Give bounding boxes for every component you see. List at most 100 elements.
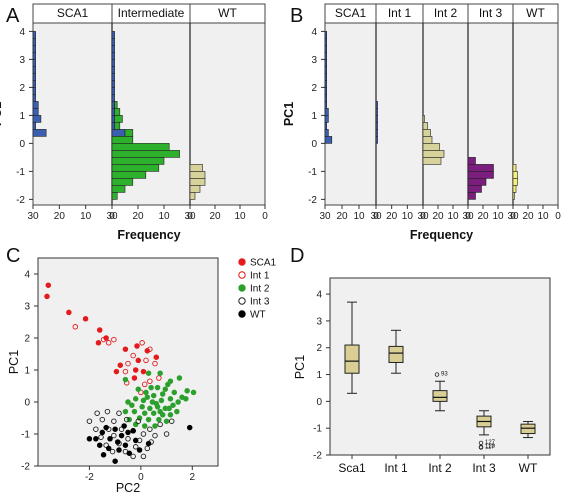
histogram-bar: [124, 129, 134, 137]
y-tick-label: -2: [308, 195, 317, 206]
histogram-bar: [111, 80, 115, 88]
x-tick-label: 20: [522, 211, 534, 222]
outlier-label: 120: [485, 444, 496, 450]
x-tick-label: 30: [417, 211, 429, 222]
scatter-point-int-2: [170, 402, 176, 408]
column-header-int-1: Int 1: [388, 6, 412, 20]
histogram-bar: [189, 171, 206, 179]
histogram-bar: [111, 122, 115, 130]
scatter-point-int-2: [167, 396, 174, 402]
histogram-bar: [512, 178, 518, 186]
histogram-bar: [32, 80, 36, 88]
histogram-bar: [375, 101, 378, 109]
legend-marker-int-2: [238, 284, 246, 292]
y-tick-label: -2: [21, 462, 30, 473]
y-tick-label: 0: [311, 139, 317, 150]
y-tick-label: -2: [16, 195, 25, 206]
x-tick-label: 0: [138, 472, 144, 483]
legend-marker-int-1: [238, 271, 246, 279]
histogram-bar: [324, 129, 329, 137]
scatter-point-wt: [114, 439, 121, 445]
histogram-bar: [114, 101, 118, 109]
histogram-bar: [189, 185, 201, 193]
y-tick-label: 4: [316, 290, 322, 301]
scatter-point-sca1: [82, 316, 89, 322]
histogram-bar: [512, 192, 515, 200]
outlier-point: [478, 445, 484, 450]
histogram-panel-a-frame: [32, 22, 266, 206]
scatter-point-int-3: [168, 418, 175, 424]
x-tick-label: 30: [319, 211, 331, 222]
y-tick-label: 4: [311, 27, 317, 38]
outlier-point: [434, 372, 440, 377]
legend-label: Int 1: [250, 271, 270, 282]
histogram-bar: [111, 143, 170, 151]
scatter-point-int-3: [111, 418, 117, 424]
scatter-point-wt: [86, 436, 93, 442]
histogram-bar: [111, 59, 115, 67]
x-tick-label: 30: [370, 211, 382, 222]
x-axis-label: Frequency: [410, 228, 473, 242]
histogram-bar: [422, 122, 428, 130]
histogram-bar: [467, 192, 476, 200]
scatter-point-wt: [130, 428, 136, 434]
x-tick-label: 20: [386, 211, 398, 222]
scatter-point-int-3: [111, 432, 117, 439]
x-tick-label: 0: [373, 211, 379, 222]
scatter-point-int-2: [175, 399, 181, 405]
category-label: Sca1: [338, 461, 366, 475]
panel-label-c: C: [6, 245, 20, 267]
x-tick-label: 20: [54, 211, 66, 222]
box: [432, 390, 448, 402]
scatter-point-sca1: [132, 367, 139, 373]
histogram-bar: [512, 185, 517, 193]
scatter-point-int-2: [144, 394, 151, 400]
scatter-point-int-2: [166, 405, 172, 412]
histogram-panel-a-header: [32, 3, 266, 24]
scatter-point-wt: [99, 429, 106, 436]
scatter-point-int-1: [143, 357, 149, 364]
x-tick-label: 20: [336, 211, 348, 222]
histogram-bar: [375, 122, 378, 130]
histogram-bar: [324, 80, 328, 88]
scatter-point-wt: [105, 445, 112, 452]
scatter-point-int-2: [157, 370, 163, 376]
histogram-bar: [111, 101, 115, 109]
y-tick-label: 4: [19, 27, 25, 38]
scatter-point-wt: [122, 442, 129, 448]
histogram-bar: [512, 164, 517, 172]
box: [344, 344, 360, 374]
x-tick-label: 10: [537, 211, 549, 222]
scatter-point-int-2: [153, 400, 160, 407]
scatter-point-sca1: [96, 327, 103, 333]
column-header-int-3: Int 3: [479, 6, 503, 20]
category-label: Int 1: [384, 461, 408, 475]
histogram-bar: [111, 150, 180, 158]
histogram-bar: [422, 150, 445, 158]
y-tick-label: 2: [24, 334, 30, 345]
column-header-sca1: SCA1: [335, 6, 367, 20]
legend-label: SCA1: [250, 258, 277, 269]
scatter-point-int-2: [158, 397, 165, 404]
histogram-bar: [111, 157, 165, 165]
histogram-bar: [422, 129, 431, 137]
x-tick-label: 10: [234, 211, 246, 222]
scatter-point-wt: [93, 436, 99, 442]
histogram-bar: [111, 108, 115, 116]
scatter-point-int-1: [156, 375, 162, 381]
column-header-wt: WT: [218, 6, 237, 20]
scatter-point-sca1: [45, 282, 52, 288]
histogram-bar: [32, 101, 39, 109]
histogram-bar: [111, 185, 126, 193]
histogram-bar: [111, 129, 126, 137]
histogram-bar: [422, 157, 442, 165]
scatter-point-int-3: [147, 426, 153, 432]
scatter-point-wt: [116, 447, 122, 453]
scatter-point-int-2: [156, 416, 162, 423]
y-axis-label: PC1: [282, 102, 296, 126]
x-tick-label: 30: [106, 211, 118, 222]
histogram-bar: [324, 45, 328, 53]
y-tick-label: 2: [311, 83, 317, 94]
scatter-point-sca1: [66, 309, 72, 316]
scatter-point-int-1: [147, 346, 153, 352]
